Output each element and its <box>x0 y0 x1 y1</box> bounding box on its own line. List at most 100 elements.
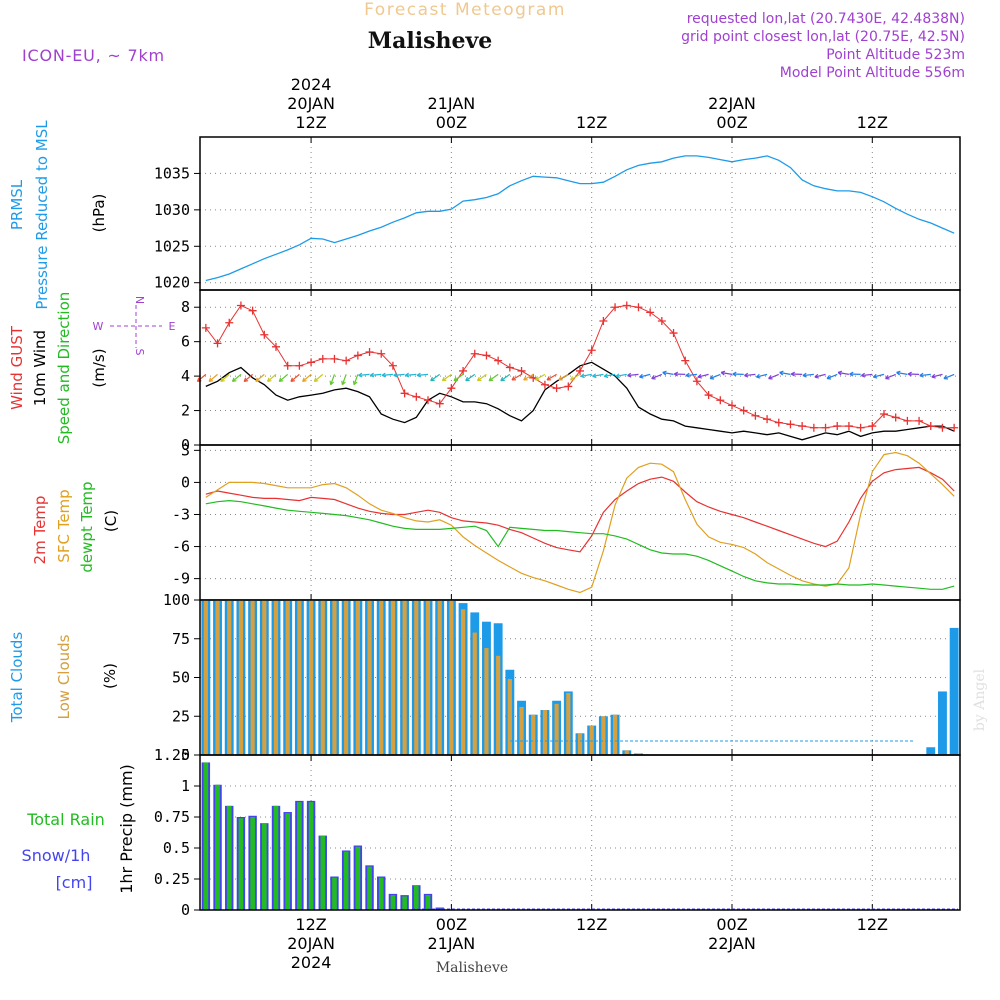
gust-marker <box>798 422 807 431</box>
wind-dir-arrowhead <box>476 376 482 382</box>
wind-dir-arrowhead <box>896 370 901 376</box>
wind-dir-arrowhead <box>569 376 575 381</box>
wind-dir-arrowhead <box>369 372 375 378</box>
gust-marker <box>447 384 456 393</box>
wind-dir-arrowhead <box>907 371 912 377</box>
gust-marker <box>576 366 584 375</box>
wind-dir-arrowhead <box>861 372 866 378</box>
y-tick-label: 2 <box>181 402 190 420</box>
wind-dir-arrow <box>416 373 429 376</box>
rain-bar <box>308 802 314 910</box>
wind-dir-arrowhead <box>441 376 447 382</box>
y-tick-label: 0 <box>181 473 190 491</box>
wind-dir-arrowhead <box>639 373 644 379</box>
wind-dir-arrow <box>709 373 721 380</box>
wind-dir-arrowhead <box>558 376 563 381</box>
wind-dir-arrowhead <box>662 370 667 376</box>
gust-marker <box>459 366 468 375</box>
low-cloud-bar <box>601 716 606 755</box>
wind-dir-arrow <box>639 373 651 378</box>
wind-dir-arrow <box>837 371 850 375</box>
wind-dir-arrow <box>826 373 838 380</box>
top-axis-label: 00Z <box>436 113 467 132</box>
wind-dir-arrow <box>477 373 487 382</box>
wind-unit-label: (m/s) <box>90 348 108 387</box>
prmsl-label: PRMSL <box>8 179 26 230</box>
pressure-line <box>205 155 955 282</box>
wind-dir-arrowhead <box>720 370 726 376</box>
low-cloud-bar <box>589 725 594 755</box>
wind-dir-arrowhead <box>768 375 773 380</box>
gust-marker <box>552 384 561 393</box>
gust-marker <box>201 323 210 332</box>
wind-dir-arrow <box>697 373 709 378</box>
model-label: ICON-EU, ~ 7km <box>22 46 165 65</box>
wind-dir-arrow <box>919 373 931 377</box>
y-tick-label: 1025 <box>154 237 190 255</box>
wind-dir-arrowhead <box>802 372 807 378</box>
bottom-axis-label: 12Z <box>576 915 607 934</box>
low-cloud-bar <box>250 600 255 755</box>
gust-marker <box>646 308 655 317</box>
y-tick-label: 1.25 <box>154 746 190 764</box>
gust-marker <box>470 349 479 358</box>
rain-bar <box>413 885 419 910</box>
wind-dir-arrowhead <box>465 376 470 382</box>
gust-marker <box>365 348 374 356</box>
dewpoint-line <box>205 499 955 590</box>
gust-marker <box>622 301 631 310</box>
gust-marker <box>307 358 316 367</box>
wind-dir-label: Speed and Direction <box>55 292 73 445</box>
wind-dir-arrow <box>896 371 908 375</box>
bottom-axis-label: 12Z <box>295 915 326 934</box>
wind-dir-arrow <box>570 373 581 381</box>
gust-marker <box>283 361 292 370</box>
wind-dir-arrowhead <box>755 373 761 379</box>
wind-dir-arrowhead <box>673 371 679 377</box>
panel-frame <box>199 444 961 601</box>
rain-bar <box>390 895 396 910</box>
gust-marker <box>786 420 795 429</box>
wind-dir-arrowhead <box>885 375 890 380</box>
gust-marker <box>763 415 772 424</box>
wind-dir-arrowhead <box>416 372 421 378</box>
gust-label: Wind GUST <box>8 325 26 410</box>
product-title: Forecast Meteogram <box>364 0 566 20</box>
gust-marker <box>225 318 234 327</box>
wind-dir-arrowhead <box>267 377 272 383</box>
gust-line <box>205 304 955 429</box>
gust-marker <box>330 354 339 363</box>
low-cloud-bar <box>472 632 477 755</box>
wind-dir-arrowhead <box>329 380 335 386</box>
wind-dir-arrow <box>604 373 616 377</box>
y-tick-label: 0.25 <box>154 870 190 888</box>
top-axis-label: 2024 <box>291 75 332 94</box>
wind-dir-arrow <box>353 374 359 385</box>
gust-marker <box>260 330 269 339</box>
wind-dir-arrowhead <box>580 373 585 379</box>
wind-dir-arrowhead <box>790 371 796 377</box>
wind-speed-line <box>205 361 955 441</box>
y-tick-label: -9 <box>172 570 190 588</box>
wind-dir-arrowhead <box>732 371 737 377</box>
wind-dir-arrow <box>756 373 768 378</box>
gust-marker <box>236 301 245 310</box>
wind-dir-arrowhead <box>208 377 214 383</box>
wind-dir-arrowhead <box>393 372 398 378</box>
wind-dir-arrow <box>873 373 885 378</box>
wind-dir-arrowhead <box>603 373 609 379</box>
low-cloud-bar <box>262 600 267 755</box>
wind-dir-arrowhead <box>931 373 936 379</box>
location-title: Malisheve <box>368 28 492 54</box>
gust-marker <box>587 346 596 355</box>
low-cloud-bar <box>285 600 290 755</box>
gust-marker <box>809 423 818 432</box>
low-cloud-bar <box>227 600 232 755</box>
low-cloud-bar <box>297 600 302 755</box>
wind-dir-arrowhead <box>814 373 819 379</box>
rain-bar <box>367 866 372 910</box>
wind-dir-arrowhead <box>697 373 702 379</box>
rain-bar <box>343 851 349 910</box>
